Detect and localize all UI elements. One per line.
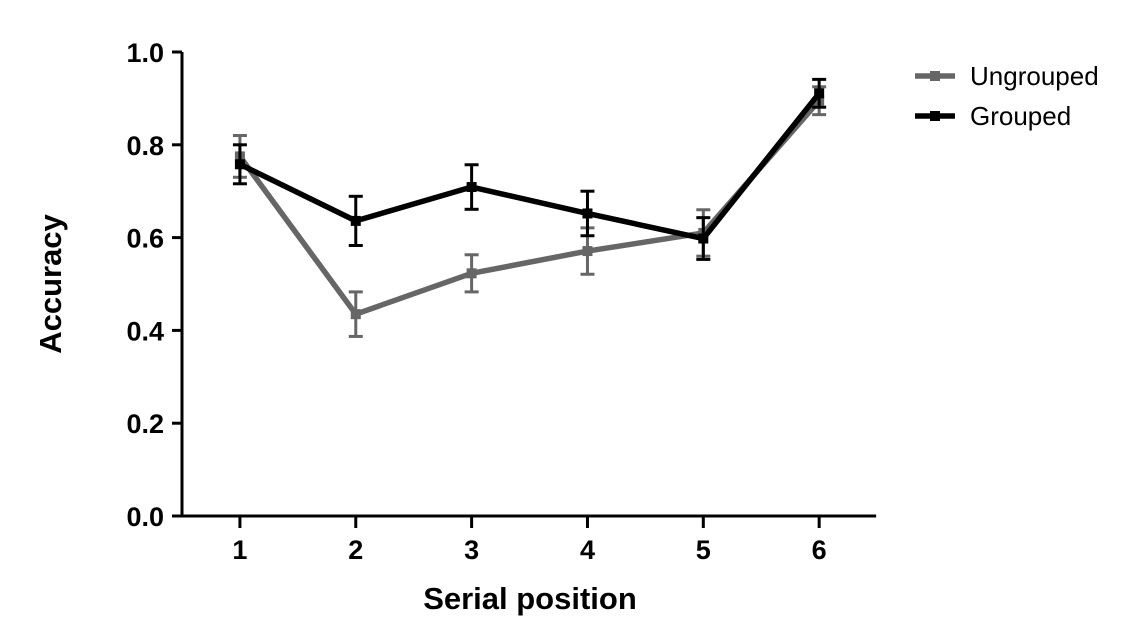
legend-swatch-marker	[930, 111, 940, 121]
data-point	[350, 215, 361, 226]
data-point	[466, 182, 477, 193]
series-ungrouped	[232, 85, 827, 338]
y-tick-label: 1.0	[126, 38, 164, 68]
x-tick-label: 4	[580, 535, 595, 565]
legend: Ungrouped Grouped	[915, 61, 1099, 131]
data-point	[466, 268, 477, 279]
legend-label: Grouped	[970, 101, 1071, 131]
data-point	[582, 246, 593, 257]
data-point	[698, 233, 709, 244]
data-point	[814, 88, 825, 99]
x-tick-label: 3	[464, 535, 479, 565]
data-point	[234, 159, 245, 170]
data-point	[582, 208, 593, 219]
y-tick-label: 0.0	[126, 502, 164, 532]
data-point	[350, 309, 361, 320]
legend-label: Ungrouped	[970, 61, 1099, 91]
y-axis-title: Accuracy	[33, 213, 68, 353]
x-tick-label: 6	[812, 535, 827, 565]
series-line	[238, 91, 822, 242]
y-tick-label: 0.4	[126, 316, 164, 346]
series-layer	[232, 77, 827, 338]
x-axis-title: Serial position	[423, 581, 637, 616]
x-tick-label: 1	[232, 535, 247, 565]
legend-swatch-marker	[930, 71, 940, 81]
series-grouped	[232, 77, 827, 261]
x-tick-label: 2	[348, 535, 363, 565]
x-tick-label: 5	[696, 535, 711, 565]
y-tick-label: 0.2	[126, 409, 164, 439]
y-tick-label: 0.8	[126, 131, 164, 161]
y-tick-label: 0.6	[126, 224, 164, 254]
axes: 0.0 0.2 0.4 0.6 0.8 1.0 1 2 3 4 5 6	[126, 38, 877, 565]
